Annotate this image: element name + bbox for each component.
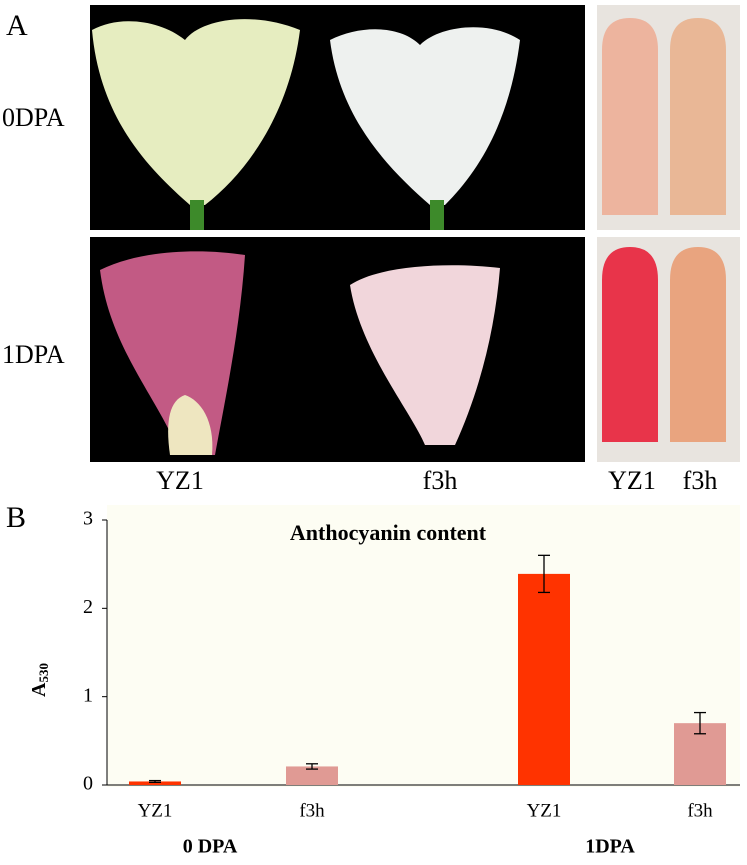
error-bar bbox=[694, 711, 706, 735]
stem bbox=[190, 200, 204, 230]
x-tick-label: f3h bbox=[687, 800, 713, 821]
y-axis-label-subscript: 530 bbox=[36, 663, 51, 683]
bar bbox=[286, 766, 338, 785]
panel-label: A bbox=[6, 9, 28, 42]
group-label: 0 DPA bbox=[183, 836, 238, 858]
group-label: 1DPA bbox=[585, 836, 635, 858]
error-bar bbox=[306, 763, 318, 770]
tube bbox=[670, 247, 726, 442]
tube bbox=[670, 18, 726, 215]
y-tick-label: 1 bbox=[83, 684, 93, 706]
panel-label: B bbox=[6, 501, 26, 534]
tube-label: f3h bbox=[683, 466, 718, 495]
tube-label: YZ1 bbox=[608, 466, 656, 495]
error-bar bbox=[149, 779, 161, 783]
y-tick-label: 3 bbox=[83, 508, 93, 530]
flower-f3h-0dpa bbox=[330, 27, 520, 206]
stem bbox=[430, 200, 444, 230]
x-tick-label: YZ1 bbox=[527, 800, 562, 821]
bar bbox=[129, 781, 181, 785]
column-label: f3h bbox=[423, 466, 458, 495]
tube bbox=[602, 247, 658, 442]
flower-base bbox=[168, 395, 213, 455]
x-tick-label: YZ1 bbox=[138, 800, 173, 821]
photo-panel bbox=[90, 5, 740, 462]
flower-yz1-0dpa bbox=[92, 19, 300, 206]
column-label: YZ1 bbox=[156, 466, 204, 495]
row-label: 1DPA bbox=[2, 340, 65, 369]
row-label: 0DPA bbox=[2, 103, 65, 132]
y-tick-label: 2 bbox=[83, 596, 93, 618]
y-axis-label: A530 bbox=[28, 663, 51, 697]
flower-yz1-1dpa bbox=[100, 251, 245, 455]
tube bbox=[602, 18, 658, 215]
y-axis-label-main: A bbox=[28, 682, 50, 697]
bar bbox=[518, 573, 570, 785]
flower-f3h-1dpa bbox=[350, 265, 500, 445]
plot-area bbox=[107, 505, 740, 787]
chart-title: Anthocyanin content bbox=[290, 520, 487, 545]
y-tick-label: 0 bbox=[83, 773, 93, 795]
x-tick-label: f3h bbox=[299, 800, 325, 821]
error-bar bbox=[538, 554, 550, 594]
